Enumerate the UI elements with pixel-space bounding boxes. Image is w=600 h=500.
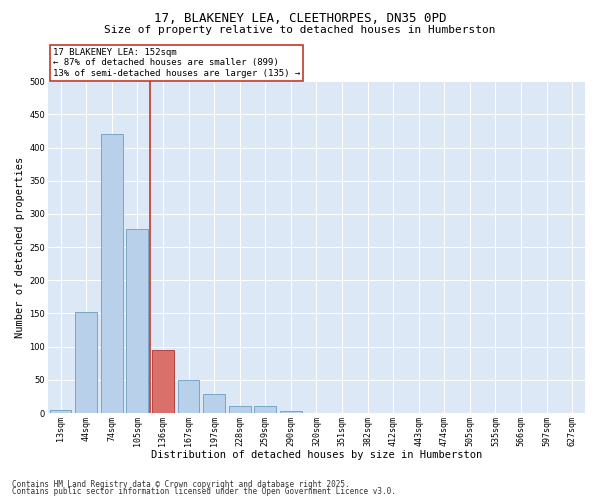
Bar — [76, 312, 97, 413]
Bar — [254, 406, 276, 413]
X-axis label: Distribution of detached houses by size in Humberston: Distribution of detached houses by size … — [151, 450, 482, 460]
Bar — [203, 394, 225, 413]
Text: 17, BLAKENEY LEA, CLEETHORPES, DN35 0PD: 17, BLAKENEY LEA, CLEETHORPES, DN35 0PD — [154, 12, 446, 26]
Bar — [178, 380, 199, 413]
Bar — [127, 229, 148, 413]
Text: Contains HM Land Registry data © Crown copyright and database right 2025.: Contains HM Land Registry data © Crown c… — [12, 480, 350, 489]
Text: 17 BLAKENEY LEA: 152sqm
← 87% of detached houses are smaller (899)
13% of semi-d: 17 BLAKENEY LEA: 152sqm ← 87% of detache… — [53, 48, 301, 78]
Text: Contains public sector information licensed under the Open Government Licence v3: Contains public sector information licen… — [12, 488, 396, 496]
Text: Size of property relative to detached houses in Humberston: Size of property relative to detached ho… — [104, 25, 496, 35]
Bar — [101, 134, 122, 413]
Bar — [280, 411, 302, 413]
Bar — [152, 350, 174, 413]
Bar — [50, 410, 71, 413]
Y-axis label: Number of detached properties: Number of detached properties — [15, 156, 25, 338]
Bar — [229, 406, 251, 413]
